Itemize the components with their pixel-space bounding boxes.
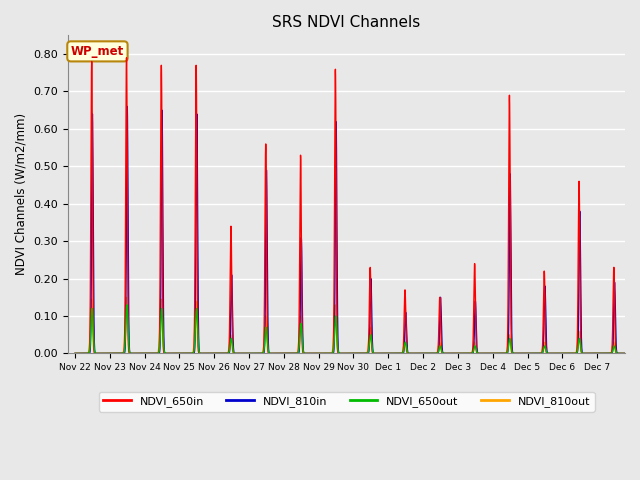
Text: WP_met: WP_met [71,45,124,58]
Title: SRS NDVI Channels: SRS NDVI Channels [273,15,420,30]
Legend: NDVI_650in, NDVI_810in, NDVI_650out, NDVI_810out: NDVI_650in, NDVI_810in, NDVI_650out, NDV… [99,392,595,411]
Y-axis label: NDVI Channels (W/m2/mm): NDVI Channels (W/m2/mm) [15,113,28,276]
